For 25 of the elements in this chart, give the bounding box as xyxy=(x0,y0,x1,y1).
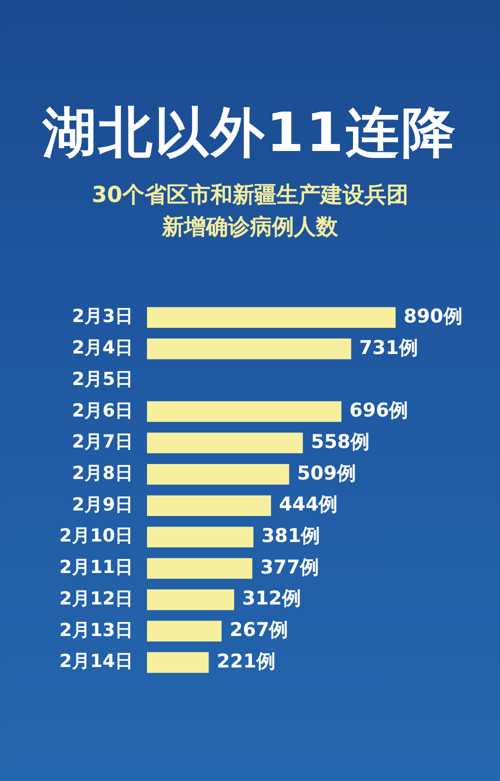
y-tick-label: 2月3日 xyxy=(72,306,133,328)
y-tick-label: 2月4日 xyxy=(72,338,133,359)
chart-subtitle: 30个省区市和新疆生产建设兵团新增确诊病例人数 xyxy=(90,182,410,242)
y-tick-label: 2月5日 xyxy=(72,368,133,390)
y-tick-label: 2月12日 xyxy=(59,588,133,610)
data-label: 312例 xyxy=(242,588,301,610)
data-label: 696例 xyxy=(349,400,408,422)
data-label: 221例 xyxy=(216,650,276,672)
y-tick-label: 2月13日 xyxy=(59,620,133,641)
data-label: 558例 xyxy=(310,430,370,453)
y-tick-label: 2月14日 xyxy=(59,651,133,672)
data-label: 377例 xyxy=(260,556,319,578)
data-label: 267例 xyxy=(230,619,288,642)
y-tick-label: 2月7日 xyxy=(72,432,133,453)
y-tick-label: 2月8日 xyxy=(72,462,133,484)
data-label: 509例 xyxy=(297,462,356,484)
chart-title: 湖北以外11连降 xyxy=(41,100,459,166)
y-tick-label: 2月11日 xyxy=(59,557,133,578)
y-tick-label: 2月10日 xyxy=(59,526,133,547)
data-label: 444例 xyxy=(279,494,338,516)
data-label: 731例 xyxy=(359,336,418,359)
data-label: 381例 xyxy=(261,524,320,547)
data-label: 890例 xyxy=(404,305,462,328)
y-tick-label: 2月6日 xyxy=(72,400,133,422)
y-tick-label: 2月9日 xyxy=(72,494,133,516)
